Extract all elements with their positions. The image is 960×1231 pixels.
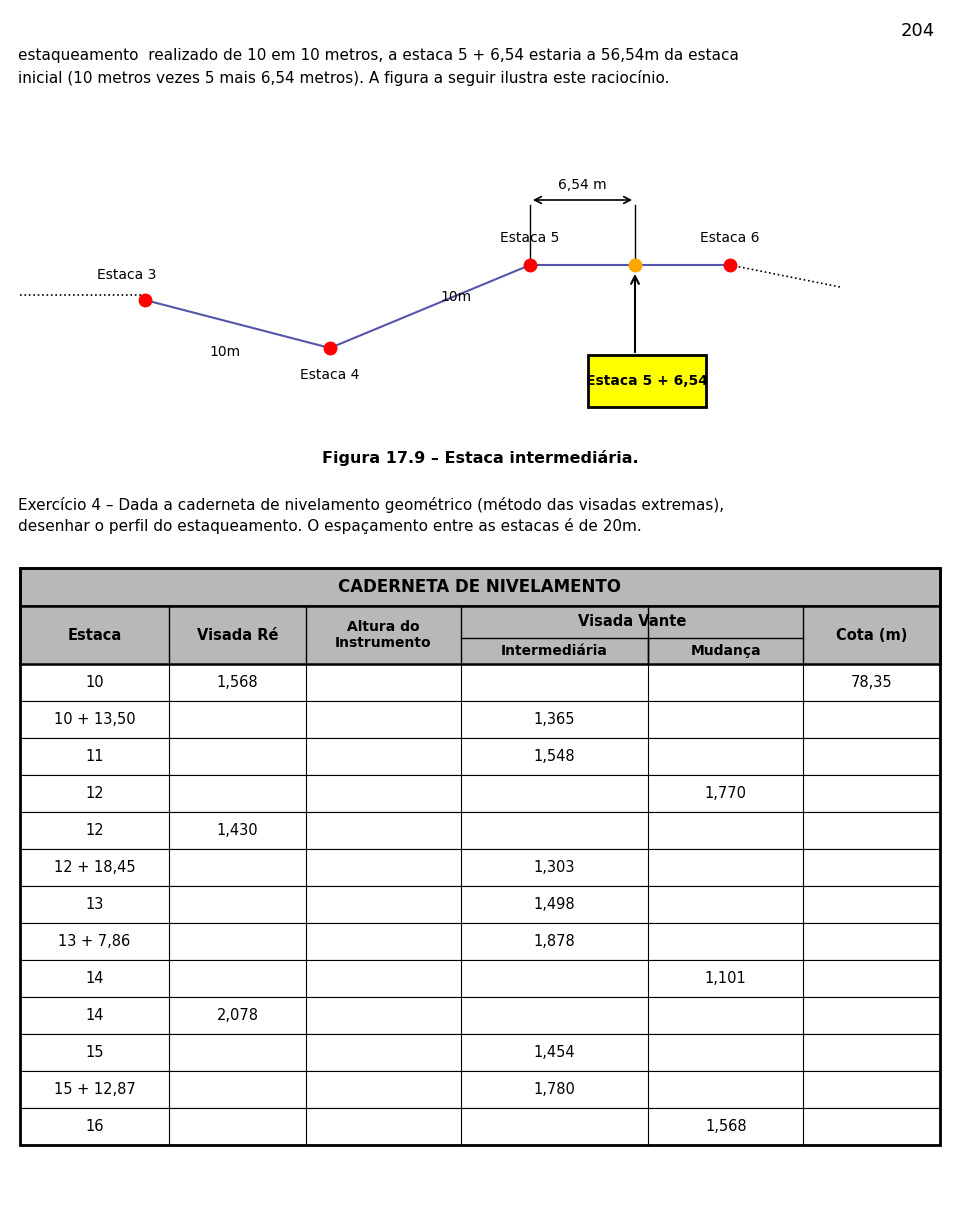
Bar <box>20 567 940 1145</box>
Text: 10 + 13,50: 10 + 13,50 <box>54 712 135 728</box>
Bar <box>20 849 940 886</box>
Text: 12: 12 <box>85 824 104 838</box>
Text: 11: 11 <box>85 748 104 764</box>
Bar <box>20 1071 940 1108</box>
Text: Intermediária: Intermediária <box>501 644 608 659</box>
Text: 12 + 18,45: 12 + 18,45 <box>54 860 135 875</box>
Text: 1,303: 1,303 <box>534 860 575 875</box>
Bar <box>20 960 940 997</box>
Text: Visada Ré: Visada Ré <box>197 628 278 643</box>
Text: 204: 204 <box>900 22 935 39</box>
Text: 14: 14 <box>85 1008 104 1023</box>
Text: 15 + 12,87: 15 + 12,87 <box>54 1082 135 1097</box>
Bar <box>20 739 940 776</box>
Text: 1,780: 1,780 <box>534 1082 575 1097</box>
Text: 1,770: 1,770 <box>705 787 747 801</box>
Text: 12: 12 <box>85 787 104 801</box>
Text: Figura 17.9 – Estaca intermediária.: Figura 17.9 – Estaca intermediária. <box>322 451 638 467</box>
Text: 10m: 10m <box>209 345 241 359</box>
Text: 6,54 m: 6,54 m <box>558 178 607 192</box>
Text: 78,35: 78,35 <box>851 675 893 691</box>
Text: 1,548: 1,548 <box>534 748 575 764</box>
Bar <box>20 886 940 923</box>
Text: Estaca 6: Estaca 6 <box>700 231 759 245</box>
Text: estaqueamento  realizado de 10 em 10 metros, a estaca 5 + 6,54 estaria a 56,54m : estaqueamento realizado de 10 em 10 metr… <box>18 48 739 63</box>
Text: Estaca 3: Estaca 3 <box>97 268 156 282</box>
Text: 13 + 7,86: 13 + 7,86 <box>59 934 131 949</box>
Text: 2,078: 2,078 <box>216 1008 258 1023</box>
Bar <box>20 606 940 664</box>
Text: 1,498: 1,498 <box>534 897 575 912</box>
Bar <box>20 776 940 812</box>
Text: 1,454: 1,454 <box>534 1045 575 1060</box>
Text: 1,365: 1,365 <box>534 712 575 728</box>
Text: Cota (m): Cota (m) <box>836 628 907 643</box>
Text: 16: 16 <box>85 1119 104 1134</box>
Text: 1,101: 1,101 <box>705 971 747 986</box>
Text: 10m: 10m <box>440 291 471 304</box>
Text: Estaca 5: Estaca 5 <box>500 231 560 245</box>
Text: Estaca 5 + 6,54: Estaca 5 + 6,54 <box>586 374 708 388</box>
Bar <box>20 1108 940 1145</box>
Bar <box>20 1034 940 1071</box>
Bar <box>20 567 940 606</box>
Bar <box>20 812 940 849</box>
Text: 10: 10 <box>85 675 104 691</box>
Text: 13: 13 <box>85 897 104 912</box>
Bar <box>20 664 940 700</box>
Text: Estaca: Estaca <box>67 628 122 643</box>
Text: 1,568: 1,568 <box>705 1119 747 1134</box>
Text: CADERNETA DE NIVELAMENTO: CADERNETA DE NIVELAMENTO <box>339 579 621 596</box>
Text: 14: 14 <box>85 971 104 986</box>
Text: desenhar o perfil do estaqueamento. O espaçamento entre as estacas é de 20m.: desenhar o perfil do estaqueamento. O es… <box>18 518 641 534</box>
Bar <box>20 997 940 1034</box>
Text: Visada Vante: Visada Vante <box>578 614 686 629</box>
Text: Exercício 4 – Dada a caderneta de nivelamento geométrico (método das visadas ext: Exercício 4 – Dada a caderneta de nivela… <box>18 497 724 513</box>
Text: Altura do
Instrumento: Altura do Instrumento <box>335 620 432 650</box>
FancyBboxPatch shape <box>588 355 706 407</box>
Text: 1,430: 1,430 <box>217 824 258 838</box>
Text: 15: 15 <box>85 1045 104 1060</box>
Text: Mudança: Mudança <box>690 644 761 659</box>
Text: inicial (10 metros vezes 5 mais 6,54 metros). A figura a seguir ilustra este rac: inicial (10 metros vezes 5 mais 6,54 met… <box>18 70 669 86</box>
Text: 1,878: 1,878 <box>534 934 575 949</box>
Bar <box>20 700 940 739</box>
Bar <box>20 923 940 960</box>
Text: Estaca 4: Estaca 4 <box>300 368 360 382</box>
Text: 1,568: 1,568 <box>217 675 258 691</box>
